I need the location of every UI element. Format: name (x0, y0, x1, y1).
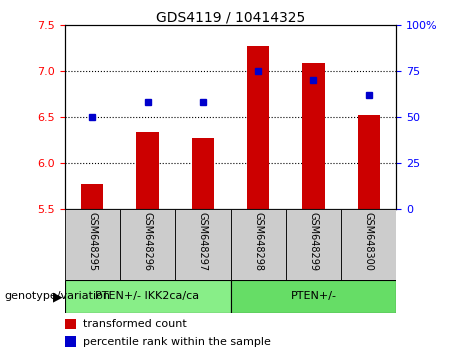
Bar (230, 209, 286, 280)
Bar (81, 184, 103, 209)
Text: ▶: ▶ (53, 290, 62, 303)
Bar (136, 132, 159, 209)
Bar (175, 209, 230, 280)
Bar (230, 280, 396, 313)
Bar (358, 115, 380, 209)
Bar (65, 336, 76, 347)
Text: PTEN+/- IKK2ca/ca: PTEN+/- IKK2ca/ca (95, 291, 200, 302)
Text: GSM648296: GSM648296 (142, 212, 153, 272)
Text: GSM648295: GSM648295 (87, 212, 97, 272)
Text: GDS4119 / 10414325: GDS4119 / 10414325 (156, 11, 305, 25)
Bar (302, 63, 325, 209)
Text: GSM648299: GSM648299 (308, 212, 319, 272)
Text: transformed count: transformed count (83, 319, 187, 329)
Bar (65, 319, 76, 329)
Bar (120, 209, 175, 280)
Bar (65, 280, 230, 313)
Text: genotype/variation: genotype/variation (5, 291, 111, 302)
Text: GSM648298: GSM648298 (253, 212, 263, 272)
Bar (341, 209, 396, 280)
Text: GSM648297: GSM648297 (198, 212, 208, 272)
Text: PTEN+/-: PTEN+/- (290, 291, 337, 302)
Text: percentile rank within the sample: percentile rank within the sample (83, 337, 271, 347)
Bar (65, 209, 120, 280)
Text: GSM648300: GSM648300 (364, 212, 374, 271)
Bar (192, 138, 214, 209)
Bar (247, 46, 269, 209)
Bar (286, 209, 341, 280)
